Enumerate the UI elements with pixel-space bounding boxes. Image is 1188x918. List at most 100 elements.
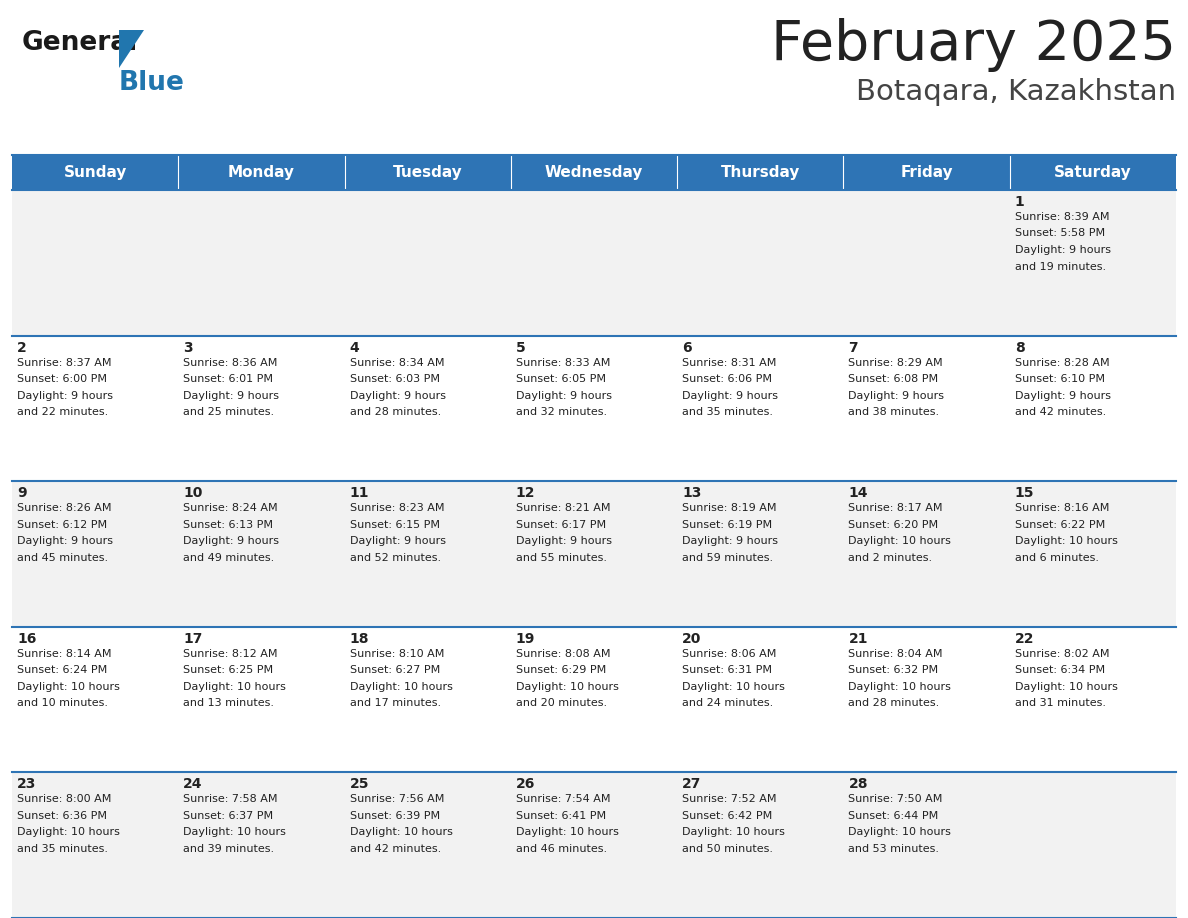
Bar xyxy=(677,155,843,190)
Text: Saturday: Saturday xyxy=(1054,165,1132,180)
Bar xyxy=(12,481,178,627)
Bar xyxy=(345,190,511,336)
Text: Sunrise: 8:08 AM: Sunrise: 8:08 AM xyxy=(516,649,611,659)
Text: Sunrise: 8:36 AM: Sunrise: 8:36 AM xyxy=(183,358,278,367)
Bar xyxy=(1010,155,1176,190)
Bar xyxy=(677,190,843,336)
Text: Daylight: 9 hours: Daylight: 9 hours xyxy=(516,390,612,400)
Text: and 2 minutes.: and 2 minutes. xyxy=(848,553,933,563)
Text: Sunrise: 8:02 AM: Sunrise: 8:02 AM xyxy=(1015,649,1110,659)
Text: Sunrise: 8:33 AM: Sunrise: 8:33 AM xyxy=(516,358,611,367)
Text: and 10 minutes.: and 10 minutes. xyxy=(17,699,108,709)
Text: 11: 11 xyxy=(349,487,369,500)
Text: 15: 15 xyxy=(1015,487,1035,500)
Text: Sunset: 6:05 PM: Sunset: 6:05 PM xyxy=(516,375,606,384)
Bar xyxy=(511,336,677,481)
Bar xyxy=(12,772,178,918)
Text: Sunset: 6:27 PM: Sunset: 6:27 PM xyxy=(349,666,440,676)
Bar xyxy=(677,336,843,481)
Bar xyxy=(677,481,843,627)
Text: Daylight: 9 hours: Daylight: 9 hours xyxy=(17,536,113,546)
Text: and 42 minutes.: and 42 minutes. xyxy=(1015,407,1106,417)
Text: Daylight: 10 hours: Daylight: 10 hours xyxy=(17,827,120,837)
Bar xyxy=(178,155,345,190)
Text: February 2025: February 2025 xyxy=(771,18,1176,72)
Text: Daylight: 9 hours: Daylight: 9 hours xyxy=(349,536,446,546)
Text: 22: 22 xyxy=(1015,632,1035,645)
Bar xyxy=(1010,481,1176,627)
Bar xyxy=(345,627,511,772)
Bar xyxy=(511,772,677,918)
Bar xyxy=(345,772,511,918)
Text: 13: 13 xyxy=(682,487,702,500)
Text: Sunrise: 8:10 AM: Sunrise: 8:10 AM xyxy=(349,649,444,659)
Text: Sunset: 6:08 PM: Sunset: 6:08 PM xyxy=(848,375,939,384)
Text: Daylight: 10 hours: Daylight: 10 hours xyxy=(17,682,120,692)
Bar xyxy=(843,772,1010,918)
Bar xyxy=(178,627,345,772)
Text: Sunrise: 7:52 AM: Sunrise: 7:52 AM xyxy=(682,794,777,804)
Text: and 59 minutes.: and 59 minutes. xyxy=(682,553,773,563)
Text: Daylight: 10 hours: Daylight: 10 hours xyxy=(516,827,619,837)
Text: 14: 14 xyxy=(848,487,868,500)
Text: Sunday: Sunday xyxy=(63,165,127,180)
Text: and 24 minutes.: and 24 minutes. xyxy=(682,699,773,709)
Text: Sunset: 6:24 PM: Sunset: 6:24 PM xyxy=(17,666,107,676)
Text: General: General xyxy=(23,30,138,56)
Text: 9: 9 xyxy=(17,487,26,500)
Text: Sunset: 6:32 PM: Sunset: 6:32 PM xyxy=(848,666,939,676)
Text: 4: 4 xyxy=(349,341,359,354)
Text: 6: 6 xyxy=(682,341,691,354)
Text: Sunrise: 7:58 AM: Sunrise: 7:58 AM xyxy=(183,794,278,804)
Text: Sunset: 6:10 PM: Sunset: 6:10 PM xyxy=(1015,375,1105,384)
Text: Sunrise: 8:21 AM: Sunrise: 8:21 AM xyxy=(516,503,611,513)
Text: Daylight: 9 hours: Daylight: 9 hours xyxy=(682,390,778,400)
Text: Daylight: 10 hours: Daylight: 10 hours xyxy=(516,682,619,692)
Text: Sunset: 6:37 PM: Sunset: 6:37 PM xyxy=(183,811,273,821)
Text: 18: 18 xyxy=(349,632,369,645)
Bar xyxy=(345,336,511,481)
Text: Sunset: 6:31 PM: Sunset: 6:31 PM xyxy=(682,666,772,676)
Text: 20: 20 xyxy=(682,632,702,645)
Text: and 17 minutes.: and 17 minutes. xyxy=(349,699,441,709)
Text: and 55 minutes.: and 55 minutes. xyxy=(516,553,607,563)
Bar xyxy=(843,336,1010,481)
Text: Sunrise: 7:54 AM: Sunrise: 7:54 AM xyxy=(516,794,611,804)
Text: Sunset: 6:42 PM: Sunset: 6:42 PM xyxy=(682,811,772,821)
Text: Sunrise: 7:56 AM: Sunrise: 7:56 AM xyxy=(349,794,444,804)
Text: Friday: Friday xyxy=(901,165,953,180)
Text: Sunset: 6:13 PM: Sunset: 6:13 PM xyxy=(183,520,273,530)
Text: and 35 minutes.: and 35 minutes. xyxy=(17,844,108,854)
Text: 24: 24 xyxy=(183,778,203,791)
Text: Daylight: 10 hours: Daylight: 10 hours xyxy=(183,827,286,837)
Text: Sunset: 6:17 PM: Sunset: 6:17 PM xyxy=(516,520,606,530)
Text: 21: 21 xyxy=(848,632,868,645)
Text: Tuesday: Tuesday xyxy=(393,165,462,180)
Text: Sunrise: 7:50 AM: Sunrise: 7:50 AM xyxy=(848,794,943,804)
Text: Sunset: 6:22 PM: Sunset: 6:22 PM xyxy=(1015,520,1105,530)
Text: Daylight: 10 hours: Daylight: 10 hours xyxy=(682,827,785,837)
Text: 16: 16 xyxy=(17,632,37,645)
Text: Sunrise: 8:16 AM: Sunrise: 8:16 AM xyxy=(1015,503,1110,513)
Text: and 49 minutes.: and 49 minutes. xyxy=(183,553,274,563)
Text: Sunrise: 8:31 AM: Sunrise: 8:31 AM xyxy=(682,358,777,367)
Bar xyxy=(178,190,345,336)
Text: Sunrise: 8:24 AM: Sunrise: 8:24 AM xyxy=(183,503,278,513)
Bar xyxy=(1010,190,1176,336)
Bar xyxy=(345,481,511,627)
Text: and 38 minutes.: and 38 minutes. xyxy=(848,407,940,417)
Text: 1: 1 xyxy=(1015,195,1024,209)
Text: Blue: Blue xyxy=(119,70,185,96)
Text: and 35 minutes.: and 35 minutes. xyxy=(682,407,773,417)
Text: Daylight: 9 hours: Daylight: 9 hours xyxy=(516,536,612,546)
Text: and 13 minutes.: and 13 minutes. xyxy=(183,699,274,709)
Text: Daylight: 10 hours: Daylight: 10 hours xyxy=(1015,682,1118,692)
Text: Daylight: 10 hours: Daylight: 10 hours xyxy=(349,682,453,692)
Text: and 19 minutes.: and 19 minutes. xyxy=(1015,262,1106,272)
Text: Sunset: 6:01 PM: Sunset: 6:01 PM xyxy=(183,375,273,384)
Text: Daylight: 10 hours: Daylight: 10 hours xyxy=(1015,536,1118,546)
Bar xyxy=(178,772,345,918)
Text: Sunrise: 8:34 AM: Sunrise: 8:34 AM xyxy=(349,358,444,367)
Text: Sunset: 6:25 PM: Sunset: 6:25 PM xyxy=(183,666,273,676)
Text: Sunrise: 8:23 AM: Sunrise: 8:23 AM xyxy=(349,503,444,513)
